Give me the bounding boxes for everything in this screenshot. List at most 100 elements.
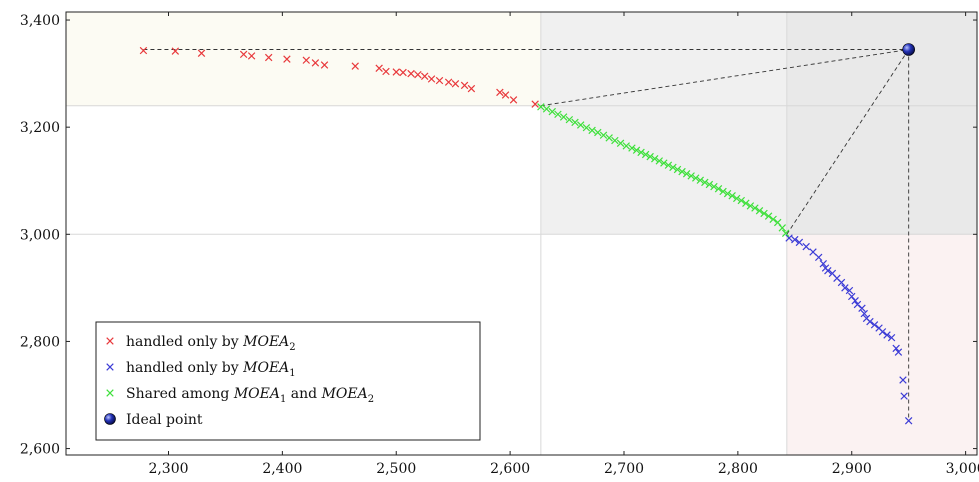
data-point [239,50,248,59]
data-point [139,46,148,55]
data-point [841,284,849,292]
data-point [444,78,453,86]
data-point [673,165,682,174]
legend-box [95,321,481,441]
data-point [171,47,180,55]
region-0 [66,12,541,106]
data-point [814,253,823,262]
data-point [678,167,686,176]
data-point [669,163,677,172]
data-point [197,49,206,57]
data-point [582,123,591,132]
data-point [751,204,759,212]
data-point [742,199,750,207]
x-tick-label: 3,000 [946,461,979,477]
y-tick-label: 2,800 [20,334,60,350]
data-point [894,348,903,356]
data-point [904,416,913,425]
region-1 [540,12,787,235]
data-point [641,150,650,159]
data-point [467,84,476,93]
data-point [883,331,891,339]
data-point [851,297,859,305]
data-point [576,121,585,129]
data-point [531,100,539,108]
data-point [509,96,518,104]
plot-frame [65,11,978,456]
data-point [651,155,659,163]
x-axis: 2,300 2,400 2,500 2,600 2,700 2,800 2,900 3,000 [148,12,979,477]
series-2 [785,234,913,425]
data-point [824,267,832,275]
data-point [778,224,786,232]
data-point [682,170,691,178]
data-point [795,238,804,247]
x-tick-label: 2,900 [832,461,872,477]
region-3 [786,234,977,455]
legend: handled only by MOEA2 handled only by MOE… [95,321,481,441]
series-3 [537,103,790,237]
data-point [554,110,562,119]
data-point [732,194,741,203]
data-point [302,56,311,64]
legend-label-2: handled only by MOEA1 [126,360,296,379]
data-point [714,185,723,193]
data-point [696,176,705,184]
data-points [139,43,915,425]
data-point [785,234,793,242]
data-point [819,260,827,268]
y-tick-label: 3,400 [20,13,60,29]
data-point [542,105,551,113]
data-point [571,118,579,127]
y-axis: 2,600 2,800 3,000 3,200 3,400 [20,13,977,458]
data-point [755,207,764,215]
legend-marker-2 [106,363,114,371]
data-point [660,159,668,167]
data-point [860,309,868,318]
data-point [435,76,444,85]
series-1 [139,46,539,108]
data-point [845,286,854,295]
data-point [460,81,469,90]
data-point [320,61,329,69]
data-point [628,144,636,152]
y-tick-label: 3,200 [20,120,60,136]
data-point [407,69,415,78]
data-point [548,107,556,116]
data-point [399,68,407,77]
data-point [599,131,608,139]
x-tick-label: 2,600 [490,461,530,477]
data-point [351,62,359,70]
x-tick-label: 2,700 [604,461,644,477]
data-point [887,333,896,342]
data-point [710,182,718,191]
data-point [719,187,727,196]
data-point [632,146,641,154]
data-point [616,139,625,147]
data-point [451,80,460,88]
data-point [728,192,736,200]
ideal-point [902,43,915,56]
data-point [746,202,755,210]
data-point [892,344,900,353]
x-tick-label: 2,500 [376,461,416,477]
legend-marker-1 [106,337,114,345]
data-point [382,67,390,76]
x-tick-label: 2,400 [262,461,302,477]
data-point [655,157,664,165]
data-point [769,215,777,224]
data-point [802,242,810,251]
data-point [622,142,630,150]
data-point [760,209,768,218]
reference-line-1 [540,49,909,107]
data-point [900,392,908,400]
data-point [723,189,732,198]
data-point [637,148,645,157]
data-point [611,136,619,145]
data-point [605,134,613,142]
data-point [701,178,709,187]
data-point [427,75,436,83]
data-point [692,174,700,182]
data-point [311,59,320,67]
